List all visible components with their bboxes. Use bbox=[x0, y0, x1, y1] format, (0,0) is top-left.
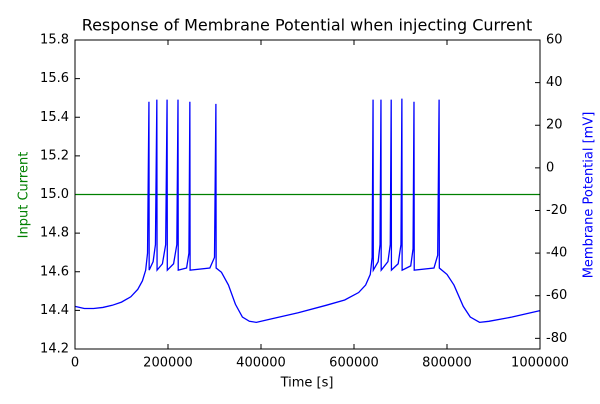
plot-frame bbox=[74, 39, 541, 350]
y-tick-label: 15.2 bbox=[40, 148, 69, 163]
y-tick-label: 14.6 bbox=[40, 264, 69, 279]
y-tick-label: 15.4 bbox=[40, 110, 69, 125]
x-tick-label: 0 bbox=[71, 356, 79, 371]
x-axis-label: Time [s] bbox=[280, 376, 334, 391]
y-tick-label: 14.2 bbox=[40, 342, 69, 357]
y2-tick-label: 0 bbox=[546, 160, 554, 175]
y-tick-label: 14.4 bbox=[40, 303, 69, 318]
y-tick-label: 14.8 bbox=[40, 226, 69, 241]
y2-tick-label: -40 bbox=[546, 246, 567, 261]
y-axis-label: Input Current bbox=[17, 152, 32, 239]
x-tick-label: 600000 bbox=[329, 356, 379, 371]
y-tick-label: 15.0 bbox=[40, 187, 69, 202]
x-tick-label: 200000 bbox=[143, 356, 193, 371]
x-tick-label: 800000 bbox=[422, 356, 472, 371]
y2-tick-label: 20 bbox=[546, 118, 563, 133]
y-tick-label: 15.6 bbox=[40, 71, 69, 86]
y2-tick-label: -60 bbox=[546, 288, 567, 303]
x-tick-label: 1000000 bbox=[511, 356, 569, 371]
data-line bbox=[74, 98, 541, 324]
y2-tick-label: 60 bbox=[546, 33, 563, 48]
y2-axis-label: Membrane Potential [mV] bbox=[582, 112, 597, 279]
x-tick-label: 400000 bbox=[236, 356, 286, 371]
y2-tick-label: -80 bbox=[546, 331, 567, 346]
y2-tick-label: 40 bbox=[546, 75, 563, 90]
y-tick-label: 15.8 bbox=[40, 33, 69, 48]
chart-title: Response of Membrane Potential when inje… bbox=[82, 16, 533, 35]
y2-tick-label: -20 bbox=[546, 203, 567, 218]
